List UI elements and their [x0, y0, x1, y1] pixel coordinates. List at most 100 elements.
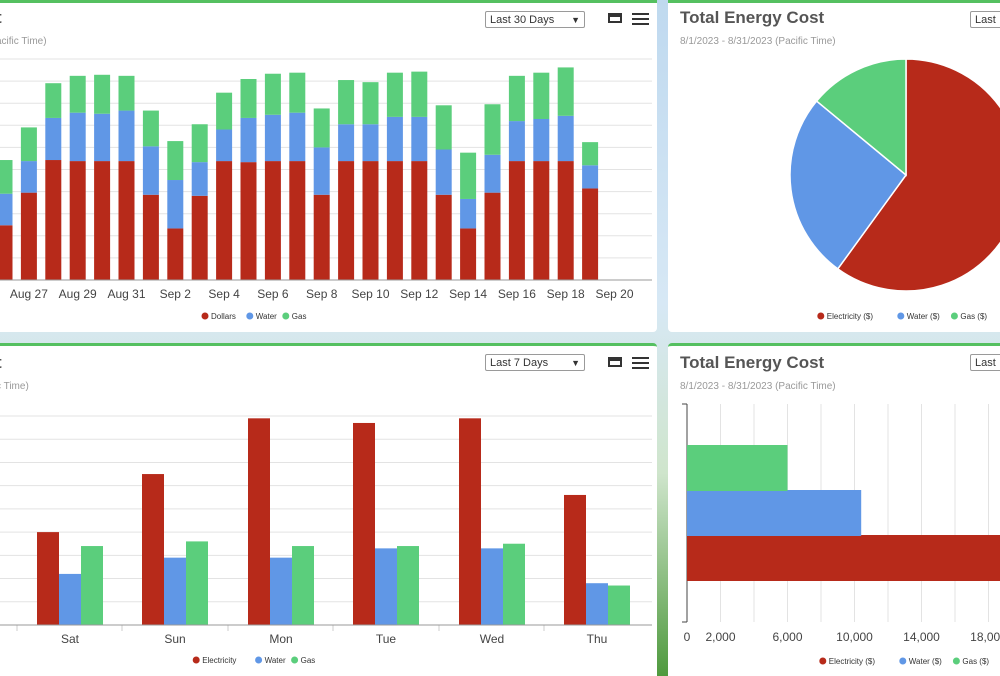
bar-segment [191, 124, 208, 163]
bar-segment [338, 124, 355, 162]
bar-segment [508, 75, 525, 122]
maximize-icon[interactable] [608, 13, 622, 23]
bar-segment [0, 225, 13, 280]
bar-segment [94, 113, 111, 162]
bar-segment [216, 92, 233, 130]
legend-swatch [291, 656, 299, 664]
range-select-value: Last 30 Days [490, 13, 555, 26]
x-tick-label: Sep 6 [257, 287, 289, 301]
x-tick-label: Aug 29 [59, 287, 97, 301]
x-tick-label: Aug 31 [107, 287, 145, 301]
bar [687, 445, 788, 491]
maximize-icon[interactable] [608, 357, 622, 367]
bar [270, 557, 292, 625]
bar-segment [533, 161, 550, 280]
bar [186, 541, 208, 625]
range-select[interactable]: Last 30 Days ▼ [485, 11, 585, 28]
bar-segment [0, 160, 13, 194]
legend-label: Water [265, 656, 286, 665]
bar-segment [484, 154, 501, 193]
bar [687, 535, 1000, 581]
bar-segment [313, 108, 330, 148]
panel-energy-pie: Total Energy Cost 8/1/2023 - 8/31/2023 (… [668, 0, 1000, 332]
bar-segment [118, 161, 135, 280]
bar-segment [0, 193, 13, 226]
bar-segment [557, 67, 574, 116]
bar-segment [508, 121, 525, 162]
bar-segment [240, 78, 257, 118]
bar [353, 422, 375, 625]
bar-segment [460, 152, 477, 199]
pie-chart: Electricity ($) Water ($) Gas ($) [789, 58, 1000, 321]
bar-segment [582, 142, 599, 166]
x-tick-label: Sep 8 [306, 287, 338, 301]
bar-segment [167, 141, 184, 181]
panel-energy-horizontal-bars: Total Energy Cost 8/1/2023 - 8/31/2023 (… [668, 343, 1000, 676]
x-tick-label: Sep 12 [400, 287, 438, 301]
bar-segment [20, 192, 37, 280]
bar [564, 494, 586, 625]
bar-segment [94, 161, 111, 280]
range-select-value: Last [975, 13, 996, 26]
bar [292, 546, 314, 625]
bar-segment [411, 71, 428, 117]
legend-label: Gas [292, 312, 307, 321]
bar-segment [533, 118, 550, 162]
bar-segment [338, 80, 355, 125]
bar-segment [289, 112, 306, 162]
bar-segment [435, 149, 452, 195]
x-tick-label: 0 [684, 630, 691, 644]
bar-segment [386, 161, 403, 280]
bar [164, 557, 186, 625]
range-select[interactable]: Last [970, 11, 1000, 28]
legend-label: Gas ($) [962, 657, 989, 666]
x-tick-label: Thu [587, 632, 608, 646]
legend-swatch [282, 312, 290, 320]
bar-segment [167, 180, 184, 229]
bar [375, 548, 397, 625]
bar-segment [533, 72, 550, 119]
range-select[interactable]: Last 7 Days ▼ [485, 354, 585, 371]
pie-slice [789, 100, 908, 270]
bar-segment [216, 161, 233, 280]
stacked-bar-chart: Aug 27 Aug 29 Aug 31 Sep 2 Sep 4 Sep 6 Sep 8 Se… [0, 58, 652, 321]
x-tick-label: 10,000 [836, 630, 873, 644]
legend-swatch [950, 312, 958, 320]
panel-subtitle: 8/1/2023 - 8/31/2023 (Pacific Time) [680, 36, 836, 47]
bar-segment [460, 228, 477, 280]
bar-segment [411, 116, 428, 162]
bar-segment [191, 162, 208, 196]
legend-swatch [192, 656, 200, 664]
grouped-bar-chart: Sat Sun Mon Tue Wed Thu Electricity Water Gas [0, 415, 652, 665]
bar-segment [69, 112, 86, 162]
bar-segment [264, 114, 281, 162]
x-tick-label: 14,000 [903, 630, 940, 644]
bar-segment [20, 127, 37, 162]
bar [248, 418, 270, 625]
range-select[interactable]: Last [970, 354, 1000, 371]
bar [459, 418, 481, 625]
bar-segment [167, 228, 184, 280]
bar-segment [118, 110, 135, 162]
bar-segment [362, 161, 379, 280]
bar-segment [45, 117, 62, 161]
x-tick-label: Sun [164, 632, 185, 646]
bar-segment [484, 192, 501, 280]
legend-swatch [899, 657, 907, 665]
bar-segment [216, 129, 233, 162]
menu-icon[interactable] [632, 357, 649, 369]
bar-segment [69, 161, 86, 280]
menu-icon[interactable] [632, 13, 649, 25]
bar-segment [289, 161, 306, 280]
panel-weekly-grouped-cost: t c Time) Last 7 Days ▼ Sat Sun Mon Tue Wed Th… [0, 343, 657, 676]
bar-segment [289, 72, 306, 113]
legend-label: Water ($) [909, 657, 942, 666]
x-tick-label: Sep 4 [208, 287, 240, 301]
legend-swatch [246, 312, 254, 320]
x-tick-label: 6,000 [772, 630, 802, 644]
x-tick-label: Wed [480, 632, 504, 646]
bar [481, 548, 503, 625]
panel-subtitle: acific Time) [0, 36, 47, 47]
panel-subtitle: 8/1/2023 - 8/31/2023 (Pacific Time) [680, 381, 836, 392]
bar [687, 490, 862, 536]
